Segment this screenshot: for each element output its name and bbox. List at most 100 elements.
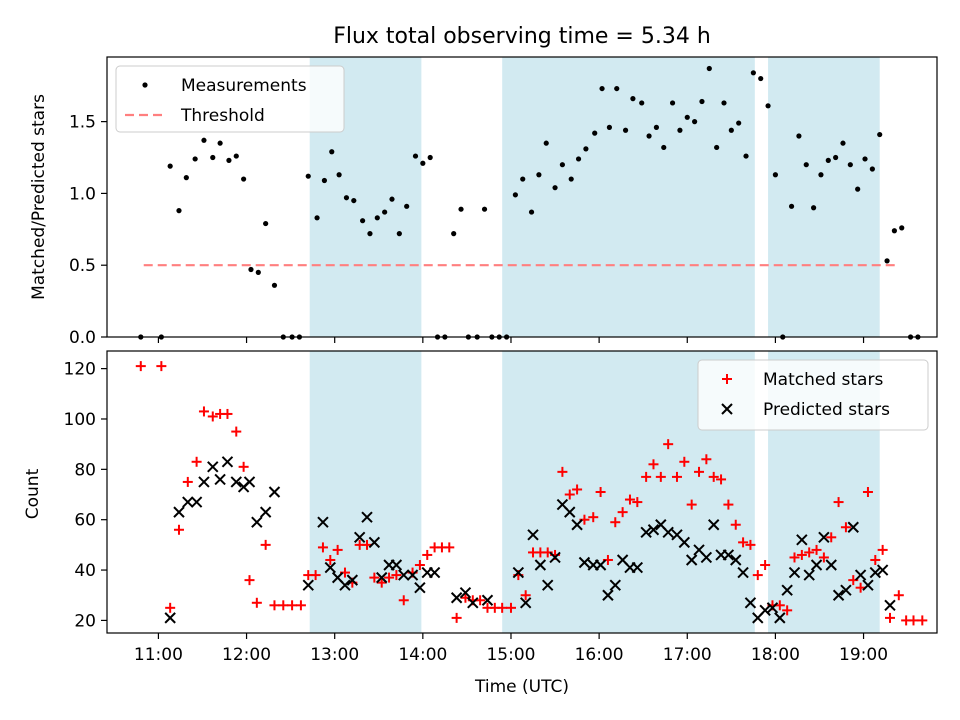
matched-star-point [833,497,844,508]
legend-label: Matched stars [763,370,883,390]
measurement-point [233,153,239,159]
measurement-point [271,282,278,288]
matched-star-point [855,582,866,593]
measurement-point [210,154,216,161]
legend-label: Measurements [181,76,307,96]
matched-star-point [840,522,851,533]
measurement-point [336,172,342,178]
measurement-point [248,266,254,273]
matched-star-point [222,408,233,419]
measurement-point [653,124,660,130]
bottom-series-matched-stars [135,361,928,626]
predicted-star-point [221,456,234,468]
predicted-star-point [251,516,263,528]
measurement-point [630,96,636,102]
measurement-point [765,103,771,109]
top-series-measurements [138,65,921,340]
bottom-shaded-interval-1 [309,351,422,633]
measurement-point [412,153,419,159]
matched-star-point [572,484,583,495]
predicted-star-point [414,581,426,594]
measurement-point [614,85,620,92]
predicted-star-point [796,534,808,546]
predicted-star-point [317,516,329,528]
measurement-point [382,209,388,215]
matched-star-point [632,497,643,508]
predicted-star-point [832,589,845,601]
matched-star-point [310,570,321,581]
predicted-star-point [840,584,852,596]
predicted-star-point [609,579,621,591]
measurement-point [512,192,518,198]
predicted-star-point [268,486,281,498]
x-tick-label: 13:00 [310,645,359,665]
predicted-star-point [190,496,203,508]
measurement-point [825,157,831,163]
predicted-star-point [685,554,698,566]
bottom-legend: Matched stars Predicted stars [697,359,929,431]
predicted-star-point [549,551,561,564]
matched-star-point [191,456,202,467]
matched-star-point [325,554,336,565]
measurement-point [788,203,795,209]
predicted-star-point [198,476,210,488]
bottom-y-tick-label: 20 [74,611,96,631]
predicted-star-point [406,569,419,581]
predicted-star-point [527,529,539,541]
x-axis-label: Time (UTC) [474,677,569,697]
matched-star-point [135,361,146,372]
measurement-point [176,208,182,214]
predicted-star-point [602,589,614,601]
measurement-point [758,75,764,82]
measurement-point [374,215,380,221]
legend-label: Predicted stars [763,400,890,420]
predicted-star-point [854,569,867,581]
predicted-star-point [631,561,644,574]
measurement-point [606,124,613,130]
measurement-point [677,127,683,133]
predicted-star-point [781,584,793,596]
matched-star-point [708,471,719,482]
measurement-point [833,154,839,161]
matched-star-point [244,575,255,586]
chart-title: Flux total observing time = 5.34 h [333,24,711,49]
matched-star-point [414,560,425,571]
measurement-point [699,98,705,105]
matched-star-point [505,602,516,613]
predicted-star-point [564,506,576,518]
measurement-point [869,166,875,172]
predicted-star-point [390,559,403,571]
top-y-tick-label: 1.5 [69,113,96,133]
measurement-point [241,176,247,182]
predicted-star-point [353,531,366,544]
matched-star-point [826,532,837,543]
predicted-star-point [428,566,441,579]
measurement-point [592,130,598,136]
bottom-panel: 20 40 60 80 100 120 11:00 12:00 13:00 14:00 15:00 1… [64,350,938,665]
measurement-point [458,206,464,212]
measurement-point [706,65,712,72]
matched-star-point [332,544,343,555]
predicted-star-point [324,561,336,574]
predicted-star-point [678,536,691,549]
matched-star-point [231,426,242,437]
matched-star-point [663,439,674,450]
measurement-point [862,156,868,162]
measurement-point [217,140,223,146]
bottom-y-axis-label: Count [23,468,43,519]
matched-star-point [641,471,652,482]
matched-star-point [156,361,167,372]
bottom-axes-frame [106,350,938,634]
matched-star-point [260,539,271,550]
measurement-point [721,100,727,106]
matched-star-point [738,537,749,548]
matched-star-point [475,595,486,606]
measurement-point [669,100,676,106]
measurement-point [877,131,883,138]
measurement-point [226,157,232,163]
matched-star-point [679,456,690,467]
matched-star-point [862,487,873,497]
matched-star-point [782,605,793,616]
top-y-axis-label: Matched/Predicted stars [29,94,49,300]
